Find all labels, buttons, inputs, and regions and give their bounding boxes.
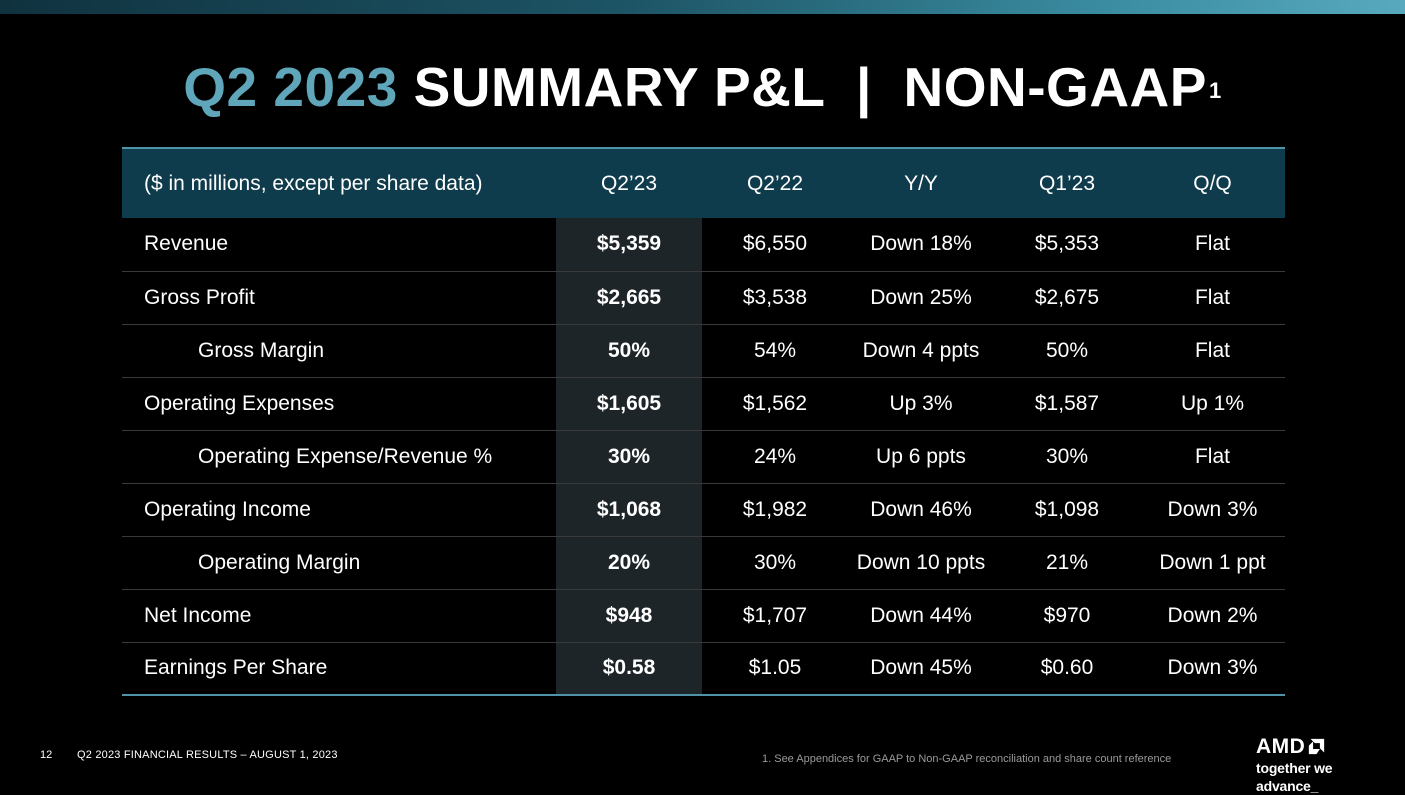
table-cell: $0.60 bbox=[994, 642, 1140, 696]
current-quarter-cell: $1,068 bbox=[556, 483, 702, 537]
top-gradient-bar bbox=[0, 0, 1405, 14]
row-label: Net Income bbox=[122, 589, 556, 643]
footer-text: Q2 2023 FINANCIAL RESULTS – AUGUST 1, 20… bbox=[77, 749, 338, 761]
column-header: Y/Y bbox=[848, 147, 994, 218]
table-row: Operating Expenses $1,605 $1,562 Up 3% $1,58… bbox=[122, 377, 1285, 431]
table-cell: Flat bbox=[1140, 271, 1285, 325]
logo-tagline: together we advance_ bbox=[1256, 760, 1333, 794]
table-cell: 24% bbox=[702, 430, 848, 484]
table-cell: $5,353 bbox=[994, 218, 1140, 272]
column-header: Q1’23 bbox=[994, 147, 1140, 218]
title-text: SUMMARY P&L | NON-GAAP bbox=[413, 56, 1207, 118]
table-header-row: ($ in millions, except per share data) Q… bbox=[122, 147, 1285, 218]
table-cell: $1.05 bbox=[702, 642, 848, 696]
logo-wordmark: AMD bbox=[1256, 736, 1396, 757]
summary-pl-table: ($ in millions, except per share data) Q… bbox=[122, 147, 1285, 696]
table-cell: 54% bbox=[702, 324, 848, 378]
logo-wordmark-text: AMD bbox=[1256, 735, 1306, 758]
table-cell: Flat bbox=[1140, 324, 1285, 378]
table-cell: Flat bbox=[1140, 430, 1285, 484]
current-quarter-cell: $5,359 bbox=[556, 218, 702, 272]
current-quarter-cell: 20% bbox=[556, 536, 702, 590]
table-row: Operating Margin 20% 30% Down 10 ppts 21% Dow… bbox=[122, 536, 1285, 590]
title-footnote-marker: 1 bbox=[1208, 78, 1222, 103]
table-row: Revenue $5,359 $6,550 Down 18% $5,353 Flat bbox=[122, 218, 1285, 272]
table-cell: 30% bbox=[702, 536, 848, 590]
row-label: Gross Margin bbox=[122, 324, 556, 378]
footnote: 1. See Appendices for GAAP to Non-GAAP r… bbox=[762, 753, 1172, 765]
current-quarter-cell: $948 bbox=[556, 589, 702, 643]
column-header: Q2’23 bbox=[556, 147, 702, 218]
table-cell: 50% bbox=[994, 324, 1140, 378]
row-label: Operating Margin bbox=[122, 536, 556, 590]
table-cell: $970 bbox=[994, 589, 1140, 643]
table-row: Operating Income $1,068 $1,982 Down 46% $1,0… bbox=[122, 483, 1285, 537]
table-cell: Down 44% bbox=[848, 589, 994, 643]
table-cell: Down 25% bbox=[848, 271, 994, 325]
row-label: Operating Expense/Revenue % bbox=[122, 430, 556, 484]
table-cell: Down 3% bbox=[1140, 483, 1285, 537]
row-label: Earnings Per Share bbox=[122, 642, 556, 696]
current-quarter-cell: 50% bbox=[556, 324, 702, 378]
title-period: Q2 2023 bbox=[183, 56, 398, 118]
table-cell: Up 3% bbox=[848, 377, 994, 431]
table-cell: Down 3% bbox=[1140, 642, 1285, 696]
amd-arrow-icon bbox=[1309, 738, 1325, 755]
table-cell: Down 46% bbox=[848, 483, 994, 537]
table-row: Operating Expense/Revenue % 30% 24% Up 6 pp… bbox=[122, 430, 1285, 484]
table-cell: Down 4 ppts bbox=[848, 324, 994, 378]
table-cell: Down 10 ppts bbox=[848, 536, 994, 590]
table-row: Gross Margin 50% 54% Down 4 ppts 50% Flat bbox=[122, 324, 1285, 378]
table-cell: Flat bbox=[1140, 218, 1285, 272]
table-cell: 21% bbox=[994, 536, 1140, 590]
table-cell: $2,675 bbox=[994, 271, 1140, 325]
current-quarter-cell: $2,665 bbox=[556, 271, 702, 325]
table-cell: $1,587 bbox=[994, 377, 1140, 431]
page-number: 12 bbox=[40, 749, 53, 761]
table-cell: $3,538 bbox=[702, 271, 848, 325]
current-quarter-cell: $0.58 bbox=[556, 642, 702, 696]
table-body: Revenue $5,359 $6,550 Down 18% $5,353 Flat Gro… bbox=[122, 218, 1285, 696]
table-row: Net Income $948 $1,707 Down 44% $970 Down 2% bbox=[122, 589, 1285, 643]
column-header: Q/Q bbox=[1140, 147, 1285, 218]
table-cell: Up 6 ppts bbox=[848, 430, 994, 484]
table-cell: $6,550 bbox=[702, 218, 848, 272]
table-cell: Down 2% bbox=[1140, 589, 1285, 643]
table-cell: Down 18% bbox=[848, 218, 994, 272]
table-row: Earnings Per Share $0.58 $1.05 Down 45% $0.6… bbox=[122, 642, 1285, 696]
table-cell: $1,707 bbox=[702, 589, 848, 643]
table-cell: Down 45% bbox=[848, 642, 994, 696]
row-label: Gross Profit bbox=[122, 271, 556, 325]
amd-logo: AMD together we advance_ bbox=[1256, 736, 1396, 794]
row-label: Operating Income bbox=[122, 483, 556, 537]
table-cell: $1,982 bbox=[702, 483, 848, 537]
current-quarter-cell: $1,605 bbox=[556, 377, 702, 431]
table-cell: Up 1% bbox=[1140, 377, 1285, 431]
current-quarter-cell: 30% bbox=[556, 430, 702, 484]
table-row: Gross Profit $2,665 $3,538 Down 25% $2,675 Fl… bbox=[122, 271, 1285, 325]
column-header: Q2’22 bbox=[702, 147, 848, 218]
table-cell: Down 1 ppt bbox=[1140, 536, 1285, 590]
table-cell: $1,562 bbox=[702, 377, 848, 431]
title-main: SUMMARY P&L | NON-GAAP1 bbox=[414, 56, 1222, 118]
column-header: ($ in millions, except per share data) bbox=[122, 147, 556, 218]
row-label: Revenue bbox=[122, 218, 556, 272]
row-label: Operating Expenses bbox=[122, 377, 556, 431]
table-cell: $1,098 bbox=[994, 483, 1140, 537]
slide-title: Q2 2023 SUMMARY P&L | NON-GAAP1 bbox=[0, 56, 1405, 118]
table-cell: 30% bbox=[994, 430, 1140, 484]
